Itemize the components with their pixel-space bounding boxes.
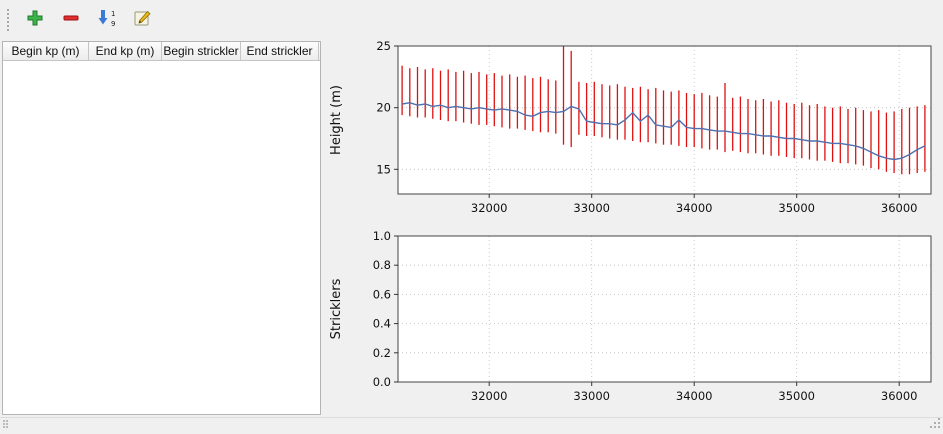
svg-text:15: 15 [376, 162, 391, 176]
svg-text:32000: 32000 [471, 389, 508, 403]
column-header-begin-strickler[interactable]: Begin strickler [162, 42, 241, 61]
strickler-zones-table: Begin kp (m) End kp (m) Begin strickler … [2, 41, 321, 415]
svg-text:0.4: 0.4 [373, 317, 391, 331]
edit-icon [133, 8, 153, 31]
svg-text:35000: 35000 [778, 389, 815, 403]
svg-text:0.0: 0.0 [373, 375, 391, 389]
toolbar-drag-handle[interactable] [7, 8, 13, 31]
svg-text:Stricklers: Stricklers [329, 278, 344, 339]
resize-grip[interactable] [929, 417, 941, 432]
figure-panel: 32000 33000 34000 35000 36000 15 20 25 Height (m… [325, 39, 941, 418]
toolbar: 1 9 [0, 0, 943, 39]
height-profile-chart: 32000 33000 34000 35000 36000 15 20 25 Height (m… [325, 39, 941, 230]
svg-text:36000: 36000 [881, 201, 918, 215]
svg-text:0.2: 0.2 [373, 346, 391, 360]
svg-text:32000: 32000 [471, 201, 508, 215]
remove-row-button[interactable] [57, 6, 85, 34]
svg-text:33000: 33000 [573, 201, 610, 215]
svg-text:1: 1 [111, 10, 115, 18]
svg-text:25: 25 [376, 40, 391, 53]
svg-text:20: 20 [376, 101, 391, 115]
svg-text:34000: 34000 [676, 389, 713, 403]
status-bar [0, 417, 943, 434]
stricklers-chart: 32000 33000 34000 35000 36000 0.0 0.2 0.4 0.6 0.8… [325, 229, 941, 418]
svg-text:Height (m): Height (m) [329, 85, 344, 155]
svg-text:0.6: 0.6 [373, 287, 391, 301]
table-header-row: Begin kp (m) End kp (m) Begin strickler … [3, 42, 320, 61]
svg-text:0.8: 0.8 [373, 258, 391, 272]
svg-text:9: 9 [111, 20, 115, 28]
table-body-empty[interactable] [3, 61, 320, 414]
sort-button[interactable]: 1 9 [93, 6, 121, 34]
column-header-begin-kp[interactable]: Begin kp (m) [3, 42, 89, 61]
add-row-button[interactable] [21, 6, 49, 34]
svg-text:34000: 34000 [676, 201, 713, 215]
sort-numeric-down-icon: 1 9 [96, 8, 118, 31]
edit-button[interactable] [129, 6, 157, 34]
column-header-end-strickler[interactable]: End strickler [241, 42, 319, 61]
svg-text:33000: 33000 [573, 389, 610, 403]
minus-icon [61, 8, 81, 31]
plus-icon [25, 8, 45, 31]
svg-text:1.0: 1.0 [373, 230, 391, 243]
svg-text:36000: 36000 [881, 389, 918, 403]
svg-text:35000: 35000 [778, 201, 815, 215]
column-header-filler [319, 42, 320, 61]
column-header-end-kp[interactable]: End kp (m) [89, 42, 162, 61]
status-left-dots [2, 418, 10, 432]
